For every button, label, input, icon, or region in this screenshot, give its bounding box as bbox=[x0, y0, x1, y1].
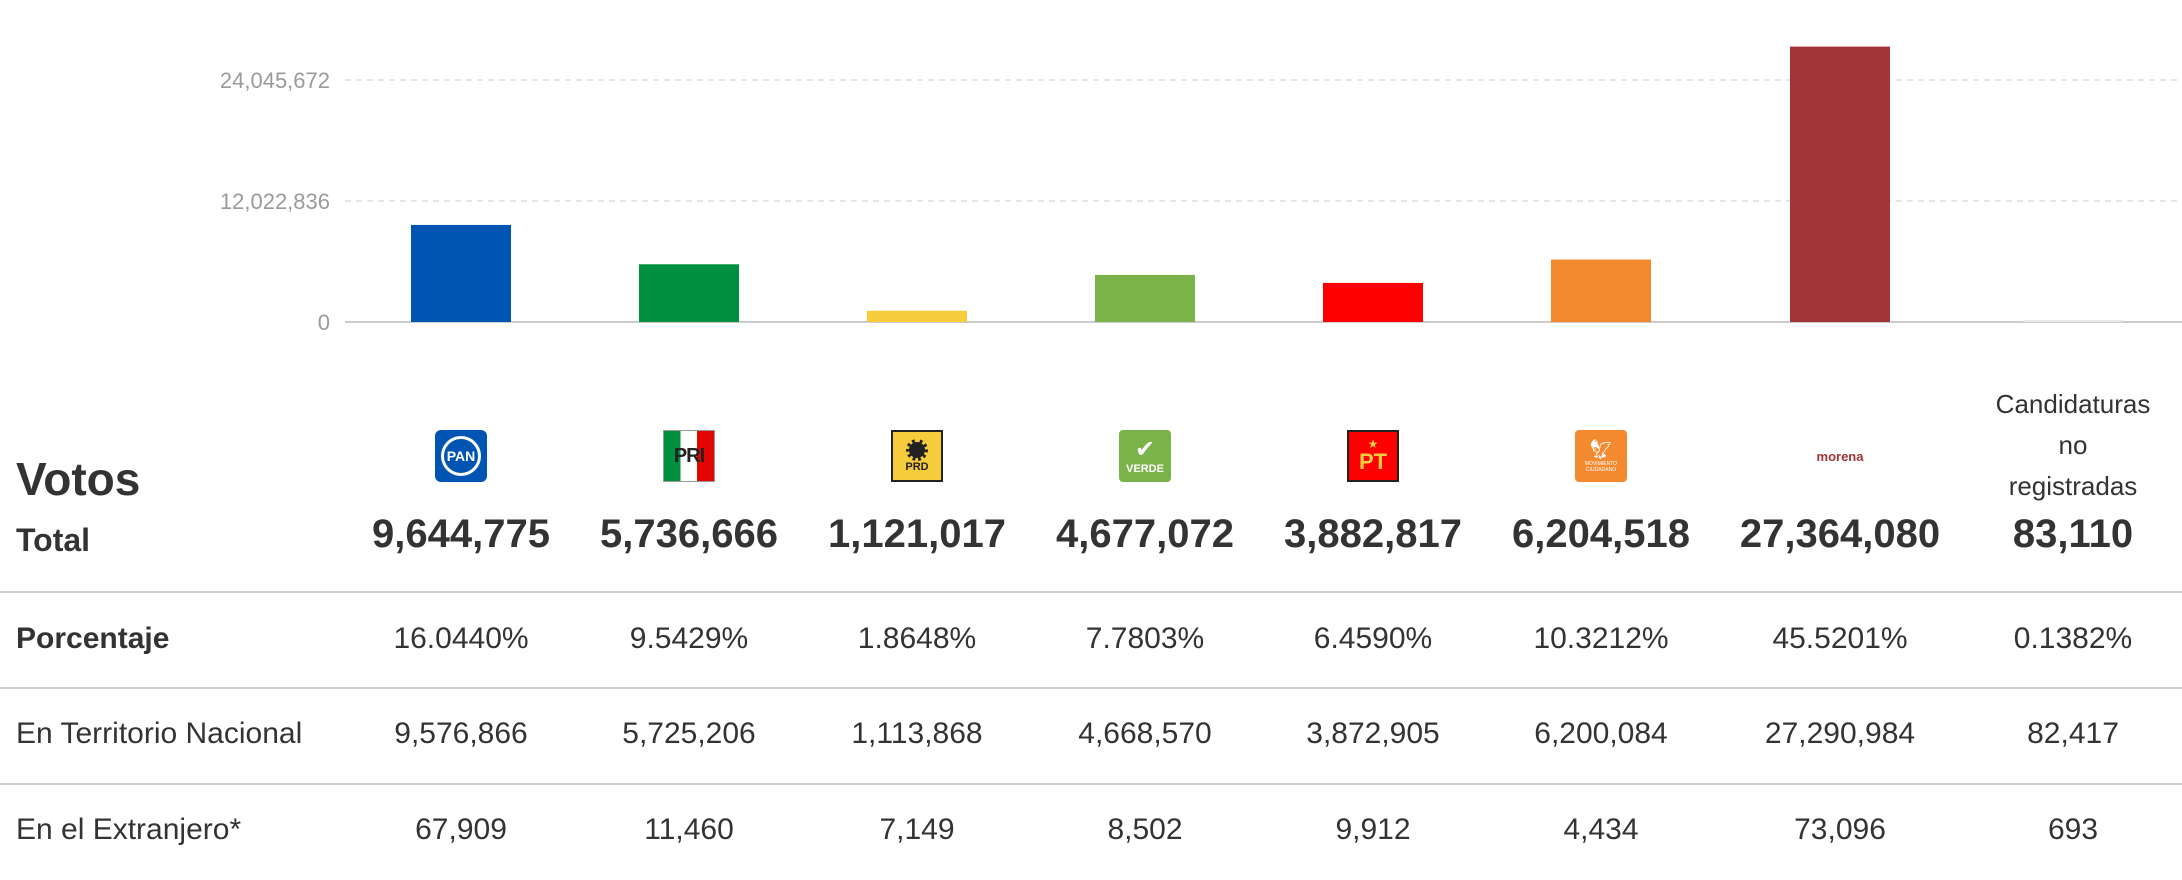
bar-morena[interactable] bbox=[1790, 46, 1890, 323]
table-cell: 0.1382% bbox=[2013, 622, 2133, 655]
total-value: 83,110 bbox=[2012, 512, 2134, 556]
y-tick-label: 0 bbox=[318, 310, 330, 335]
bar-pan[interactable] bbox=[411, 224, 511, 322]
table-cell: 10.3212% bbox=[1533, 622, 1669, 655]
table-cell: 3,872,905 bbox=[1306, 717, 1440, 750]
table-cell: 1.8648% bbox=[857, 622, 977, 655]
table-cell: 4,434 bbox=[1563, 813, 1639, 846]
bar-verde[interactable] bbox=[1095, 274, 1195, 322]
total-value: 6,204,518 bbox=[1512, 512, 1690, 556]
total-value: 1,121,017 bbox=[828, 512, 1006, 556]
table-cell: 9,576,866 bbox=[394, 717, 528, 750]
bar-pt[interactable] bbox=[1323, 282, 1423, 322]
verde-logo-icon: ✔ VERDE bbox=[1119, 430, 1171, 482]
total-value: 3,882,817 bbox=[1284, 512, 1462, 556]
table-cell: 45.5201% bbox=[1772, 622, 1908, 655]
bar-candidaturas-no-registradas[interactable] bbox=[2023, 320, 2123, 322]
table-cell: 7.7803% bbox=[1085, 622, 1205, 655]
row-divider bbox=[0, 591, 2182, 593]
table-cell: 6.4590% bbox=[1313, 622, 1433, 655]
table-cell: 4,668,570 bbox=[1078, 717, 1212, 750]
bar-movimiento-ciudadano[interactable] bbox=[1551, 259, 1651, 322]
bar-prd[interactable] bbox=[867, 310, 967, 322]
table-cell: 693 bbox=[2047, 813, 2099, 846]
votes-bar-chart: 0 12,022,836 24,045,672 bbox=[220, 46, 2182, 335]
total-value: 9,644,775 bbox=[372, 512, 550, 556]
table-cell: 5,725,206 bbox=[622, 717, 756, 750]
table-cell: 11,460 bbox=[644, 813, 734, 846]
prd-logo-icon: PRD bbox=[891, 430, 943, 482]
table-cell: 27,290,984 bbox=[1764, 717, 1916, 750]
party-logos: PAN PRI PRD ✔ VERDE ★ PT 🦅︎ MOVIMIENTO C… bbox=[0, 380, 2182, 560]
table-cell: 9,912 bbox=[1335, 813, 1411, 846]
table-cell: 16.0440% bbox=[393, 622, 529, 655]
table-cell: 82,417 bbox=[2027, 717, 2119, 750]
candidaturas-no-registradas-header: Candidaturas no registradas bbox=[1995, 389, 2151, 501]
table-cell: 6,200,084 bbox=[1534, 717, 1668, 750]
table-cell: 67,909 bbox=[415, 813, 507, 846]
pt-logo-icon: ★ PT bbox=[1347, 430, 1399, 482]
pan-logo-icon: PAN bbox=[435, 430, 487, 482]
porcentaje-label: Porcentaje bbox=[16, 622, 170, 655]
total-label: Total bbox=[16, 522, 91, 558]
territorio-nacional-label: En Territorio Nacional bbox=[16, 717, 303, 750]
table-cell: 1,113,868 bbox=[851, 717, 983, 750]
movimiento-ciudadano-logo-icon: 🦅︎ MOVIMIENTO CIUDADANO bbox=[1575, 430, 1627, 482]
y-tick-label: 12,022,836 bbox=[220, 189, 330, 214]
votos-title: Votos bbox=[16, 453, 141, 505]
total-value: 5,736,666 bbox=[600, 512, 778, 556]
total-value: 27,364,080 bbox=[1739, 512, 1941, 556]
pri-logo-icon: PRI bbox=[663, 430, 715, 482]
table-cell: 7,149 bbox=[879, 813, 955, 846]
table-cell: 9.5429% bbox=[629, 622, 749, 655]
total-value: 4,677,072 bbox=[1056, 512, 1234, 556]
y-tick-label: 24,045,672 bbox=[220, 68, 330, 93]
table-cell: 73,096 bbox=[1794, 813, 1886, 846]
table-cell: 8,502 bbox=[1107, 813, 1183, 846]
extranjero-label: En el Extranjero* bbox=[16, 813, 242, 846]
morena-logo-icon: morena bbox=[1816, 448, 1864, 464]
row-divider bbox=[0, 687, 2182, 689]
bar-pri[interactable] bbox=[639, 264, 739, 322]
row-divider bbox=[0, 783, 2182, 785]
